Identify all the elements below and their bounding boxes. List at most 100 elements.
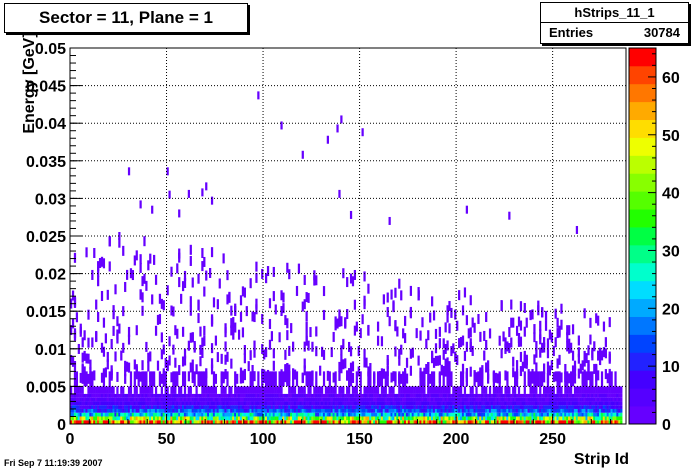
heatmap-cell <box>390 393 393 398</box>
heatmap-cell <box>568 408 571 413</box>
heatmap-cell <box>575 386 579 394</box>
heatmap-cell <box>178 397 181 402</box>
heatmap-cell <box>261 393 264 398</box>
heatmap-cell <box>541 416 544 421</box>
heatmap-cell <box>241 416 245 421</box>
heatmap-cell <box>589 420 592 424</box>
heatmap-cell <box>336 412 339 417</box>
heatmap-cell <box>241 420 245 424</box>
heatmap-cell <box>342 401 345 406</box>
heatmap-cell <box>189 401 192 406</box>
heatmap-cell <box>564 416 567 421</box>
heatmap-cell <box>446 364 449 375</box>
heatmap-cell <box>595 397 598 402</box>
heatmap-cell <box>205 405 208 409</box>
heatmap-cell <box>336 405 339 409</box>
heatmap-cell <box>224 412 227 417</box>
heatmap-cell <box>143 401 146 406</box>
heatmap-cell <box>236 408 239 413</box>
heatmap-cell <box>346 370 349 381</box>
heatmap-cell <box>135 325 138 336</box>
heatmap-cell <box>338 405 341 409</box>
heatmap-cell <box>382 386 385 394</box>
heatmap-cell <box>135 364 138 375</box>
heatmap-cell <box>442 397 445 402</box>
heatmap-cell <box>124 393 127 398</box>
heatmap-cell <box>550 401 553 406</box>
heatmap-cell <box>591 397 594 402</box>
heatmap-cell <box>222 371 225 382</box>
heatmap-cell <box>125 401 129 406</box>
heatmap-cell <box>97 405 100 409</box>
heatmap-cell <box>411 386 414 394</box>
heatmap-cell <box>581 386 584 394</box>
heatmap-cell <box>176 263 179 274</box>
heatmap-cell <box>571 420 575 424</box>
heatmap-cell <box>183 371 187 387</box>
heatmap-cell <box>226 401 229 406</box>
heatmap-cell <box>386 397 389 402</box>
heatmap-cell <box>436 386 440 394</box>
heatmap-cell <box>288 416 291 421</box>
heatmap-cell <box>542 401 546 406</box>
heatmap-cell <box>205 412 208 417</box>
heatmap-cell <box>147 260 150 271</box>
heatmap-cell <box>247 405 250 409</box>
heatmap-cell <box>178 401 181 406</box>
heatmap-cell <box>137 401 140 406</box>
heatmap-cell <box>87 420 90 424</box>
heatmap-cell <box>390 412 393 417</box>
heatmap-cell <box>448 323 451 334</box>
heatmap-cell <box>429 373 432 384</box>
heatmap-cell <box>336 420 339 424</box>
heatmap-cell <box>222 412 225 417</box>
heatmap-cell <box>488 328 492 339</box>
heatmap-cell <box>577 335 580 346</box>
heatmap-cell <box>124 412 127 417</box>
heatmap-cell <box>153 254 156 265</box>
heatmap-cell <box>544 397 548 402</box>
heatmap-cell <box>386 393 389 398</box>
palette-swatch <box>629 155 656 174</box>
heatmap-cell <box>234 386 237 394</box>
heatmap-cell <box>284 349 287 360</box>
heatmap-cell <box>125 397 129 402</box>
heatmap-cell <box>542 420 546 424</box>
heatmap-cell <box>274 397 277 402</box>
heatmap-cell <box>500 416 503 421</box>
heatmap-cell <box>469 397 472 402</box>
heatmap-cell <box>290 420 293 424</box>
heatmap-cell <box>108 416 111 421</box>
heatmap-cell <box>253 405 256 409</box>
heatmap-cell <box>554 420 557 424</box>
heatmap-cell <box>85 412 88 417</box>
heatmap-cell <box>228 405 231 409</box>
heatmap-cell <box>180 401 183 406</box>
heatmap-cell <box>102 416 106 421</box>
heatmap-cell <box>102 368 106 379</box>
heatmap-cell <box>554 416 557 421</box>
heatmap-cell <box>311 408 314 413</box>
heatmap-cell <box>255 386 258 394</box>
heatmap-cell <box>230 325 233 336</box>
heatmap-cell <box>97 412 100 417</box>
heatmap-cell <box>533 332 536 343</box>
heatmap-cell <box>610 393 613 398</box>
heatmap-cell <box>612 397 615 402</box>
heatmap-cell <box>577 386 580 394</box>
heatmap-cell <box>243 412 246 417</box>
heatmap-cell <box>419 397 422 402</box>
heatmap-cell <box>263 386 266 394</box>
heatmap-cell <box>315 408 318 413</box>
axes: 0 50 100 150 200 25000.0050.010.0150.020.0250… <box>26 41 612 448</box>
heatmap-cell <box>261 397 264 402</box>
heatmap-cell <box>226 371 229 387</box>
heatmap-cell <box>487 405 490 409</box>
heatmap-cell <box>560 303 563 314</box>
heatmap-cell <box>195 408 198 413</box>
heatmap-cell <box>232 317 235 328</box>
heatmap-cell <box>500 420 503 424</box>
heatmap-cell <box>378 412 382 417</box>
heatmap-cell <box>191 401 194 406</box>
heatmap-cell <box>600 371 604 387</box>
